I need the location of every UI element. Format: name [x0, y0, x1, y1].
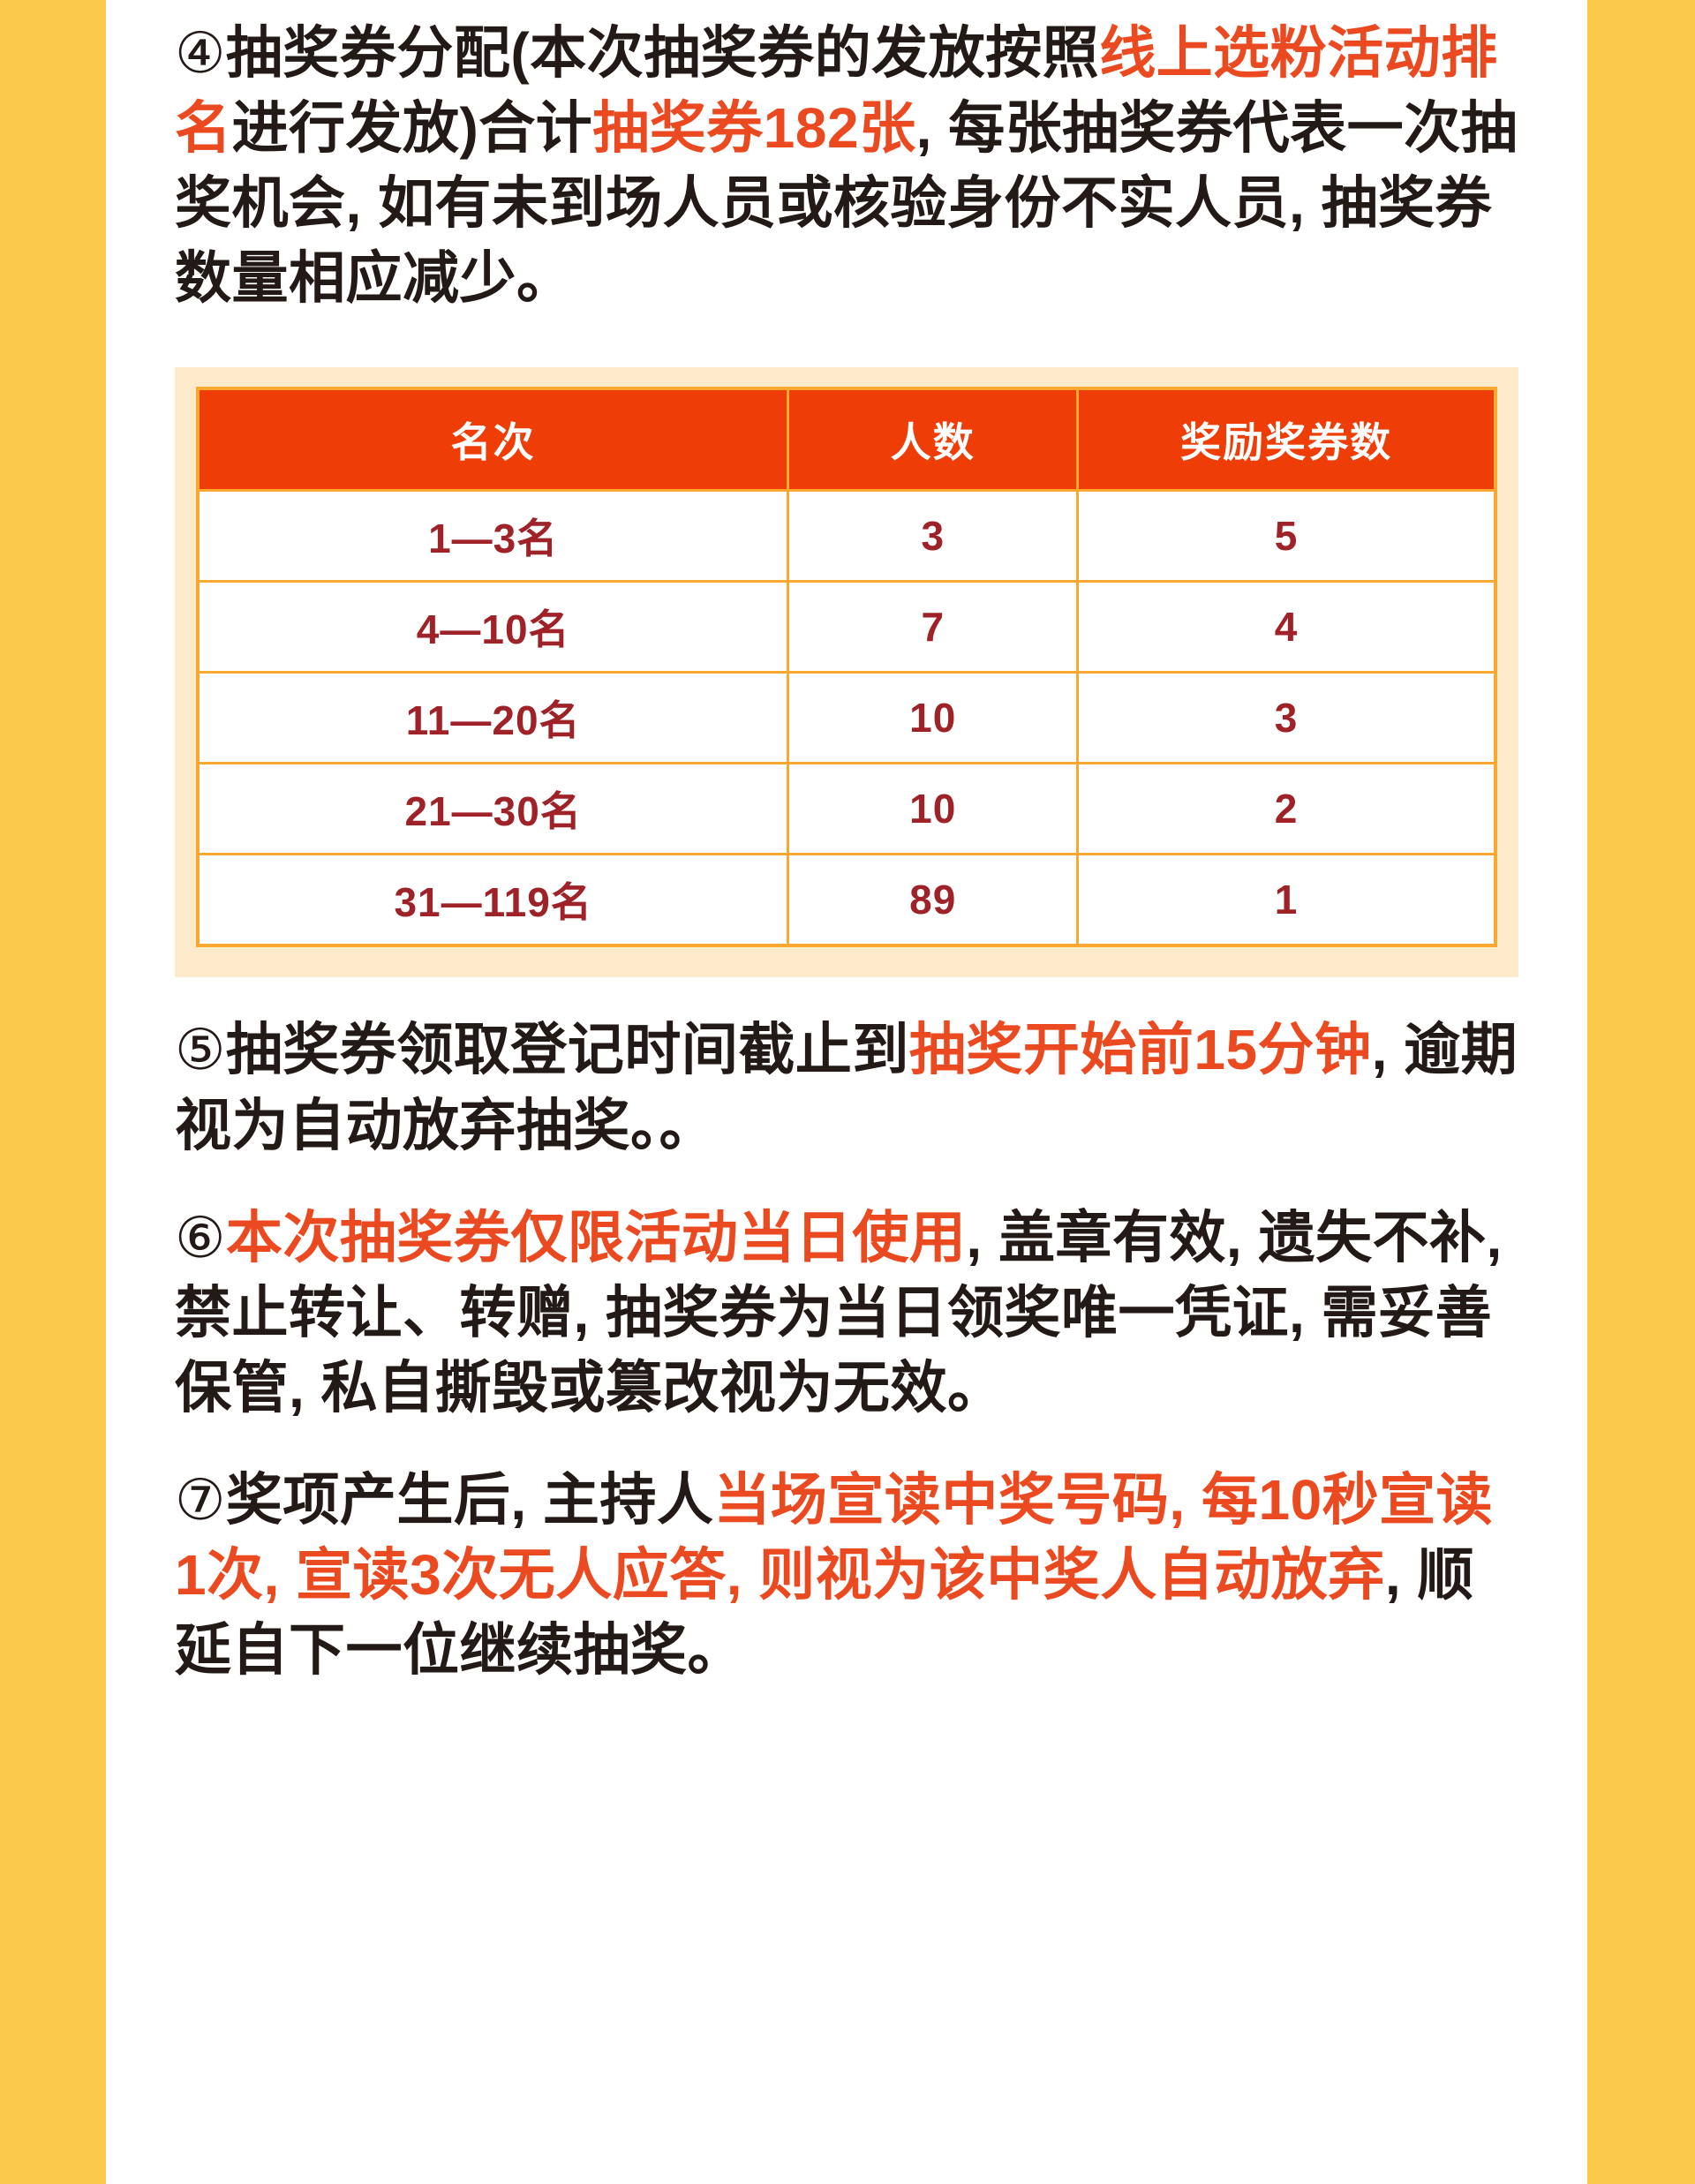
cell-tickets: 5 — [1076, 489, 1497, 584]
list-marker: ⑥ — [175, 1205, 226, 1269]
table-header: 名次 人数 奖励奖券数 — [196, 387, 1497, 493]
cell-rank: 11—20名 — [196, 671, 790, 765]
body-text: 抽奖券领取登记时间截止到 — [225, 1018, 909, 1082]
cell-count: 3 — [787, 489, 1080, 584]
cell-tickets: 2 — [1076, 762, 1497, 856]
table-row: 31—119名 89 1 — [196, 853, 1497, 947]
list-marker: ④ — [175, 21, 226, 85]
prize-allocation-table: 名次 人数 奖励奖券数 1—3名 3 5 4—10名 7 4 — [196, 387, 1497, 948]
highlighted-text: 抽奖券182张 — [592, 96, 916, 161]
cell-rank: 31—119名 — [196, 853, 790, 947]
body-text: 进行发放)合计 — [231, 96, 593, 161]
table-header-row: 名次 人数 奖励奖券数 — [196, 387, 1497, 493]
paragraph-item-6: ⑥本次抽奖券仅限活动当日使用, 盖章有效, 遗失不补, 禁止转让、转赠, 抽奖券… — [175, 1201, 1518, 1426]
cell-rank: 21—30名 — [196, 762, 790, 856]
highlighted-text: 抽奖开始前15分钟 — [908, 1018, 1372, 1082]
cell-count: 7 — [787, 580, 1080, 674]
column-header-rank: 名次 — [196, 387, 790, 493]
table-row: 1—3名 3 5 — [196, 489, 1497, 584]
table-body: 1—3名 3 5 4—10名 7 4 11—20名 10 3 — [196, 489, 1497, 947]
table-row: 4—10名 7 4 — [196, 580, 1497, 674]
body-text: 抽奖券分配(本次抽奖券的发放按照 — [225, 21, 1100, 85]
body-text: 奖项产生后, 主持人 — [225, 1467, 714, 1532]
body-text: , 顺延自下一位继续抽奖。 — [175, 1543, 1474, 1683]
column-header-count: 人数 — [787, 387, 1080, 493]
body-text: , 每张抽奖券代表一次抽奖机会, 如有未到场人员或核验身份不实人员, 抽奖券数量… — [175, 96, 1518, 311]
table-row: 21—30名 10 2 — [196, 762, 1497, 856]
prize-table-panel: 名次 人数 奖励奖券数 1—3名 3 5 4—10名 7 4 — [175, 367, 1518, 978]
column-header-tickets: 奖励奖券数 — [1076, 387, 1497, 493]
cell-tickets: 1 — [1076, 853, 1497, 947]
table-row: 11—20名 10 3 — [196, 671, 1497, 765]
paragraph-item-4: ④抽奖券分配(本次抽奖券的发放按照线上选粉活动排名进行发放)合计抽奖券182张,… — [175, 16, 1518, 316]
cell-count: 10 — [787, 762, 1080, 856]
highlighted-text: 当场宣读中奖号码, 每10秒宣读1次, 宣读3次无人应答, 则视为该中奖人自动放… — [175, 1467, 1494, 1608]
cell-rank: 1—3名 — [196, 489, 790, 584]
body-text: , 逾期视为自动放弃抽奖。。 — [175, 1018, 1518, 1157]
left-yellow-frame — [0, 0, 106, 2184]
list-marker: ⑤ — [175, 1018, 226, 1082]
cell-tickets: 4 — [1076, 580, 1497, 674]
cell-count: 10 — [787, 671, 1080, 765]
cell-count: 89 — [787, 853, 1080, 947]
highlighted-text: 本次抽奖券仅限活动当日使用 — [225, 1205, 967, 1269]
right-yellow-frame — [1587, 0, 1695, 2184]
list-marker: ⑦ — [175, 1467, 226, 1532]
paragraph-item-7: ⑦奖项产生后, 主持人当场宣读中奖号码, 每10秒宣读1次, 宣读3次无人应答,… — [175, 1463, 1518, 1688]
cell-tickets: 3 — [1076, 671, 1497, 765]
content-area: ④抽奖券分配(本次抽奖券的发放按照线上选粉活动排名进行发放)合计抽奖券182张,… — [106, 0, 1587, 2184]
cell-rank: 4—10名 — [196, 580, 790, 674]
body-text: , 盖章有效, 遗失不补, 禁止转让、转赠, 抽奖券为当日领奖唯一凭证, 需妥善… — [175, 1205, 1503, 1420]
highlighted-text: 线上选粉活动排名 — [175, 21, 1498, 161]
paragraph-item-5: ⑤抽奖券领取登记时间截止到抽奖开始前15分钟, 逾期视为自动放弃抽奖。。 — [175, 1013, 1518, 1163]
